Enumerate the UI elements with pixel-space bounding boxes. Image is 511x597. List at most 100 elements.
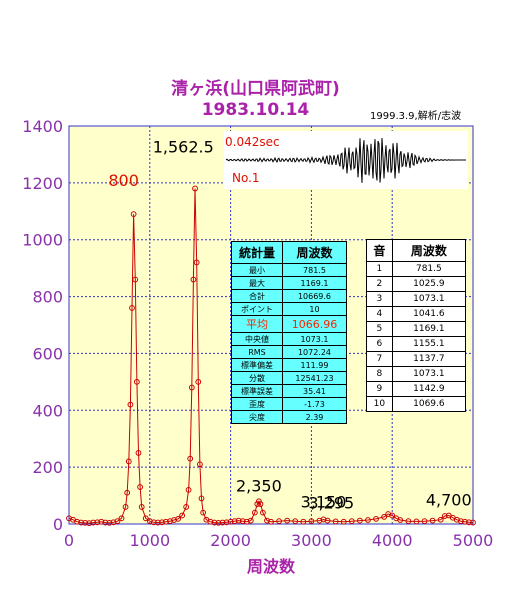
statistics-header-stat: 統計量 bbox=[231, 241, 283, 264]
statistics-header-row: 統計量 周波数 bbox=[231, 241, 348, 264]
waveform-line bbox=[225, 137, 466, 183]
sound-row: 4 1041.6 bbox=[366, 306, 467, 322]
statistic-value: -1.73 bbox=[281, 397, 348, 411]
data-point bbox=[211, 519, 218, 526]
x-tick-label: 1000 bbox=[129, 531, 170, 550]
data-point bbox=[405, 518, 412, 525]
sound-frequency: 1073.1 bbox=[391, 291, 467, 307]
data-point bbox=[356, 517, 363, 524]
sound-frequency: 1155.1 bbox=[391, 336, 467, 352]
series-line bbox=[68, 188, 474, 524]
x-tick-label: 0 bbox=[64, 531, 74, 550]
data-point bbox=[133, 378, 140, 385]
x-tick-label: 2000 bbox=[210, 531, 251, 550]
y-tick-label: 1400 bbox=[22, 117, 63, 136]
data-point bbox=[284, 517, 291, 524]
data-point bbox=[397, 517, 404, 523]
data-point bbox=[200, 509, 207, 516]
statistic-name: 分散 bbox=[231, 371, 283, 385]
data-point bbox=[316, 517, 323, 524]
data-point bbox=[129, 305, 135, 311]
data-point bbox=[257, 501, 264, 508]
sound-index: 3 bbox=[366, 291, 393, 307]
data-point bbox=[193, 259, 200, 266]
waveform-inset bbox=[224, 131, 468, 189]
data-point bbox=[163, 518, 169, 525]
data-point bbox=[159, 519, 165, 526]
data-point bbox=[86, 520, 93, 527]
sound-row: 6 1155.1 bbox=[366, 336, 467, 352]
sound-index: 10 bbox=[366, 396, 393, 412]
sound-index: 8 bbox=[366, 366, 393, 382]
statistics-header-frequency: 周波数 bbox=[281, 241, 348, 264]
x-tick-label: 5000 bbox=[453, 531, 494, 550]
data-point bbox=[207, 518, 214, 525]
statistics-row: 標準誤差 35.41 bbox=[231, 384, 348, 398]
statistics-row: 尖度 2.39 bbox=[231, 410, 348, 424]
waveform-number: No.1 bbox=[232, 171, 260, 185]
data-point bbox=[332, 518, 339, 525]
data-point bbox=[195, 378, 202, 385]
statistic-name: 平均 bbox=[231, 315, 283, 333]
data-point bbox=[74, 518, 80, 525]
statistics-row: 歪度 -1.73 bbox=[231, 397, 348, 411]
data-point bbox=[118, 515, 125, 522]
statistics-row: RMS 1072.24 bbox=[231, 345, 348, 359]
data-point bbox=[264, 517, 270, 524]
data-point bbox=[231, 518, 238, 525]
statistic-name: 歪度 bbox=[231, 397, 283, 411]
sound-index: 2 bbox=[366, 276, 393, 292]
statistics-row: ポイント 10 bbox=[231, 302, 348, 316]
statistic-value: 111.99 bbox=[281, 358, 348, 372]
data-point bbox=[421, 518, 428, 525]
data-point bbox=[122, 504, 129, 510]
data-point bbox=[292, 518, 299, 525]
statistic-value: 1073.1 bbox=[281, 332, 348, 346]
data-point bbox=[192, 185, 198, 192]
y-tick-label: 1200 bbox=[22, 174, 63, 193]
data-point bbox=[413, 518, 420, 525]
statistics-table: 統計量 周波数 最小 781.5 最大 1169.1 合計 10669.6 ポイント 10 平均… bbox=[231, 241, 348, 424]
sound-index: 4 bbox=[366, 306, 393, 322]
data-point bbox=[223, 519, 230, 526]
data-point bbox=[125, 458, 132, 465]
y-tick-label: 800 bbox=[32, 288, 63, 307]
sound-frequency: 1041.6 bbox=[391, 306, 467, 322]
data-point bbox=[268, 518, 274, 525]
statistic-name: 尖度 bbox=[231, 410, 283, 424]
data-point bbox=[142, 515, 149, 522]
data-point bbox=[348, 518, 355, 525]
sound-header-index: 音 bbox=[366, 239, 393, 262]
sound-row: 3 1073.1 bbox=[366, 291, 467, 307]
data-point bbox=[276, 518, 282, 525]
x-axis-label: 周波数 bbox=[247, 557, 296, 576]
data-point bbox=[470, 519, 476, 526]
data-point bbox=[114, 518, 121, 525]
data-point bbox=[215, 519, 222, 526]
data-points bbox=[66, 185, 476, 527]
data-point bbox=[340, 518, 347, 525]
data-point bbox=[150, 519, 157, 526]
sound-frequency: 1142.9 bbox=[391, 381, 467, 397]
peak-label: 4,700 bbox=[426, 491, 472, 510]
data-point bbox=[441, 513, 448, 519]
data-point bbox=[183, 504, 190, 510]
sound-row: 7 1137.7 bbox=[366, 351, 467, 367]
data-point bbox=[251, 509, 258, 516]
statistic-name: 最大 bbox=[231, 276, 283, 290]
statistic-value: 2.39 bbox=[281, 410, 348, 424]
data-point bbox=[78, 519, 85, 526]
data-point bbox=[90, 519, 97, 526]
statistic-value: 10 bbox=[281, 302, 348, 316]
sound-index: 1 bbox=[366, 261, 393, 277]
data-point bbox=[389, 512, 396, 519]
data-point bbox=[132, 276, 139, 283]
data-point bbox=[300, 518, 307, 525]
statistics-row: 中央値 1073.1 bbox=[231, 332, 348, 346]
data-point bbox=[154, 519, 161, 526]
data-point bbox=[171, 517, 177, 523]
data-point bbox=[320, 516, 327, 523]
sound-row: 1 781.5 bbox=[366, 261, 467, 277]
data-point bbox=[175, 515, 181, 522]
